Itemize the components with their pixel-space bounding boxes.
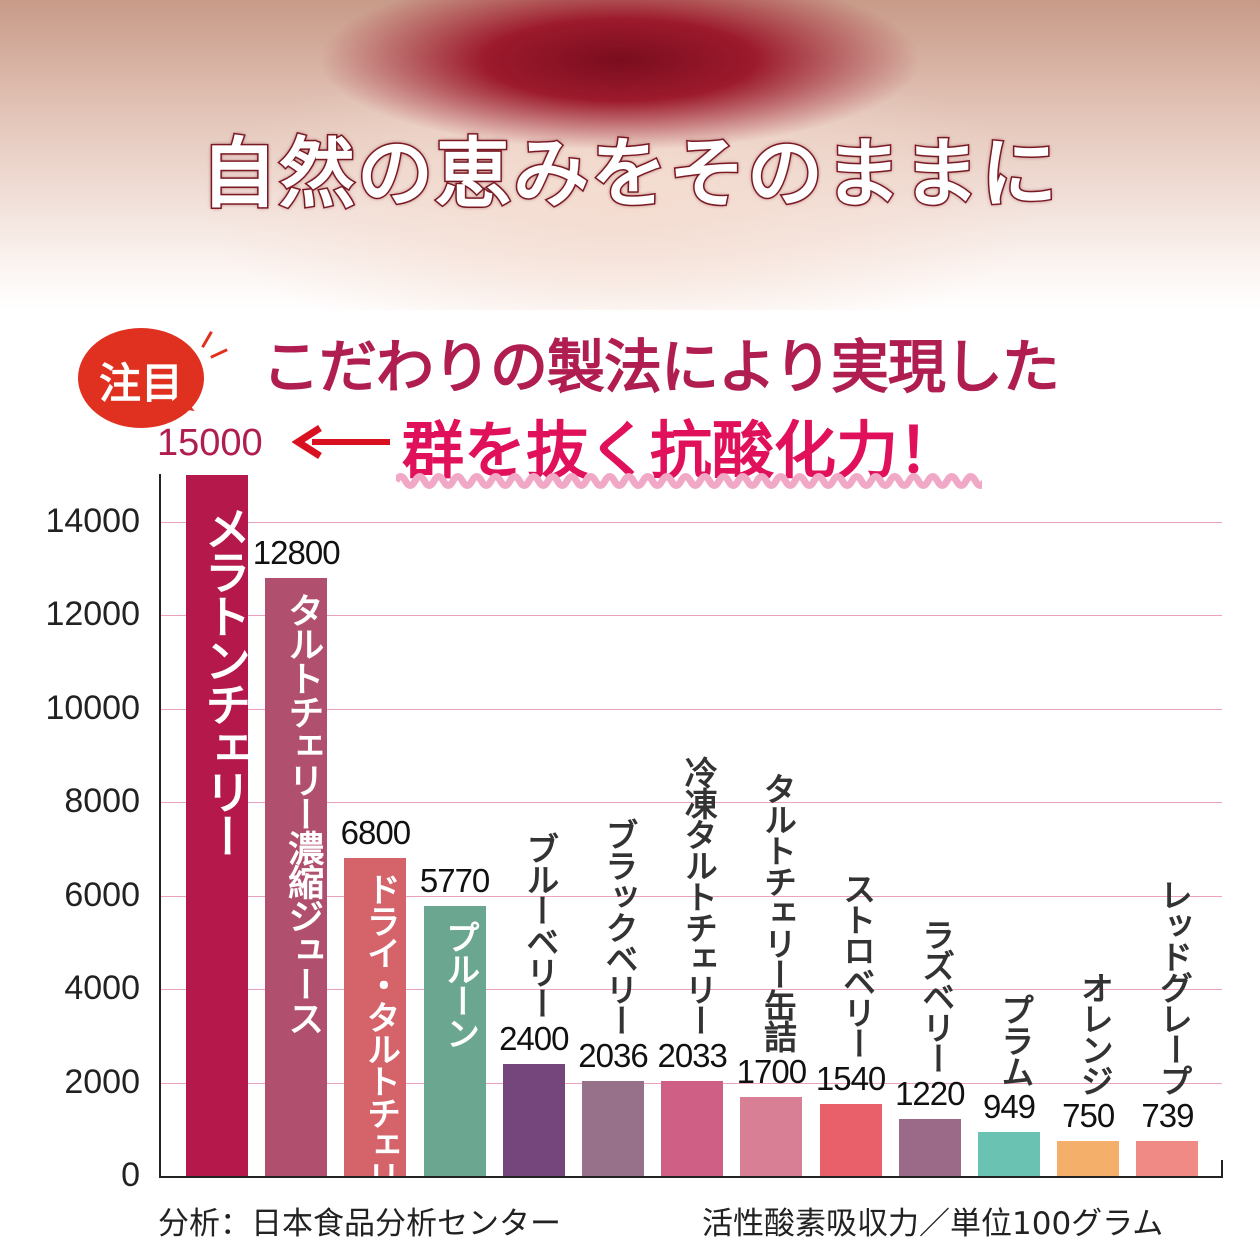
arrow-left-icon <box>292 425 390 459</box>
bar <box>1057 1140 1120 1176</box>
y-tick-label: 0 <box>121 1156 140 1194</box>
value-label: 12800 <box>252 534 341 572</box>
bar <box>819 1104 882 1176</box>
category-label: メラトンチェリー <box>198 505 252 858</box>
category-label: ブルーベリー <box>520 831 560 1018</box>
value-label: 1220 <box>895 1075 965 1112</box>
bar <box>740 1096 803 1176</box>
category-label: オレンジ <box>1075 970 1115 1095</box>
axis-end-tick <box>1221 1160 1223 1178</box>
value-label: 2036 <box>578 1036 648 1074</box>
source-note: 分析：日本食品分析センター <box>158 1206 561 1242</box>
bar <box>502 1063 565 1176</box>
bar <box>898 1119 961 1176</box>
bar <box>265 578 328 1176</box>
bar <box>423 906 486 1176</box>
category-label: プラム <box>996 992 1035 1086</box>
gridline <box>160 895 1222 897</box>
wavy-underline <box>396 473 982 489</box>
headline-line1: こだわりの製法により実現した <box>262 333 1060 401</box>
y-tick-label: 6000 <box>64 875 140 914</box>
gridline <box>160 802 1222 804</box>
hero-title: 自然の恵みをそのままに <box>200 128 1059 220</box>
gridline <box>160 708 1222 710</box>
badge-text: 注目 <box>98 359 183 408</box>
category-label: プルーン <box>439 920 480 1049</box>
category-label: ブラックベリー <box>600 817 639 1035</box>
bar <box>582 1080 644 1176</box>
y-tick-label: 10000 <box>45 688 140 727</box>
gridline <box>160 615 1222 617</box>
category-label: ストロベリー <box>837 872 877 1059</box>
y-tick-label: 4000 <box>64 969 140 1008</box>
category-label: 冷凍タルトチェリー <box>679 756 719 1036</box>
value-label: 739 <box>1141 1097 1194 1135</box>
value-label: 750 <box>1062 1096 1115 1134</box>
value-label: 6800 <box>340 814 411 852</box>
category-label: ラズベリー <box>916 918 956 1073</box>
category-label: タルトチェリー濃縮ジュース <box>282 592 324 1035</box>
category-label: タルトチェリー缶詰 <box>758 771 798 1051</box>
value-label: 2400 <box>499 1019 569 1057</box>
y-axis <box>159 474 161 1178</box>
value-label: 5770 <box>419 862 490 900</box>
category-label: レッドグレープ <box>1154 878 1194 1096</box>
bar <box>978 1131 1040 1176</box>
attention-badge: 注目 <box>78 328 204 428</box>
hero-cherry-photo: 自然の恵みをそのままに <box>0 0 1260 310</box>
value-label-highlight: 15000 <box>157 422 263 464</box>
value-label: 2033 <box>657 1037 727 1075</box>
y-tick-label: 8000 <box>64 782 140 821</box>
category-label: ドライ・タルトチェリー <box>360 872 401 1225</box>
value-label: 1540 <box>815 1060 886 1098</box>
x-axis <box>159 1176 1223 1178</box>
value-label: 949 <box>982 1087 1036 1125</box>
bar <box>1136 1141 1199 1176</box>
gridline <box>160 522 1222 523</box>
value-label: 1700 <box>736 1052 807 1090</box>
bar <box>661 1081 724 1176</box>
bar <box>344 858 407 1176</box>
bar <box>186 475 248 1176</box>
unit-note: 活性酸素吸収力／単位100グラム <box>702 1206 1164 1242</box>
y-tick-label: 12000 <box>45 595 140 634</box>
gridline <box>160 989 1222 991</box>
y-tick-label: 2000 <box>64 1062 140 1101</box>
y-tick-label: 14000 <box>45 502 140 540</box>
